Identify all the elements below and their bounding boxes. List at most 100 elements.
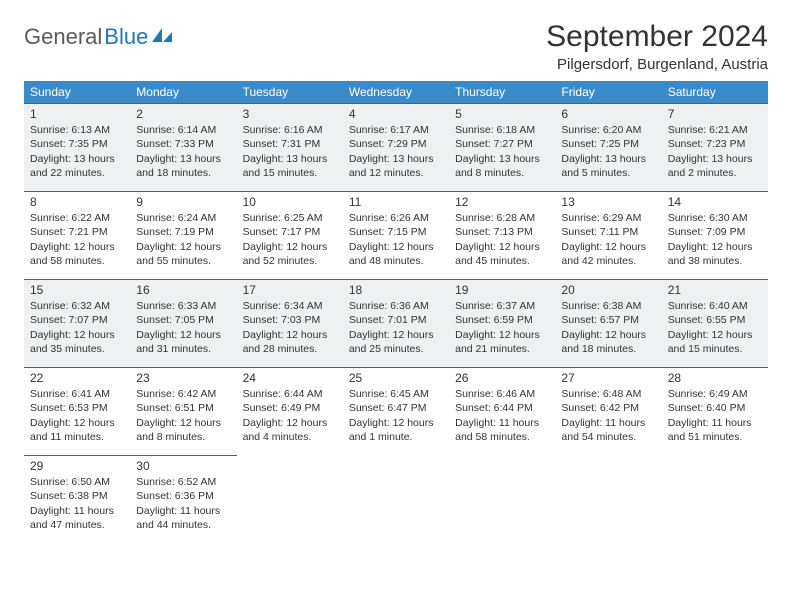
sunrise-text: Sunrise: 6:17 AM: [349, 123, 443, 137]
daylight-text-2: and 47 minutes.: [30, 518, 124, 532]
day-number: 13: [561, 194, 655, 210]
calendar-day-cell: 18Sunrise: 6:36 AMSunset: 7:01 PMDayligh…: [343, 280, 449, 368]
sunset-text: Sunset: 6:40 PM: [668, 401, 762, 415]
calendar-empty-cell: [449, 456, 555, 544]
calendar-day-cell: 26Sunrise: 6:46 AMSunset: 6:44 PMDayligh…: [449, 368, 555, 456]
sunrise-text: Sunrise: 6:41 AM: [30, 387, 124, 401]
sunset-text: Sunset: 6:55 PM: [668, 313, 762, 327]
sunset-text: Sunset: 7:09 PM: [668, 225, 762, 239]
sunset-text: Sunset: 6:57 PM: [561, 313, 655, 327]
sunrise-text: Sunrise: 6:48 AM: [561, 387, 655, 401]
sunrise-text: Sunrise: 6:30 AM: [668, 211, 762, 225]
daylight-text-2: and 4 minutes.: [243, 430, 337, 444]
header: GeneralBlue September 2024 Pilgersdorf, …: [24, 20, 768, 73]
sunset-text: Sunset: 7:31 PM: [243, 137, 337, 151]
calendar-day-cell: 11Sunrise: 6:26 AMSunset: 7:15 PMDayligh…: [343, 192, 449, 280]
daylight-text-2: and 58 minutes.: [455, 430, 549, 444]
calendar-day-cell: 4Sunrise: 6:17 AMSunset: 7:29 PMDaylight…: [343, 104, 449, 192]
weekday-header: Thursday: [449, 81, 555, 104]
sunrise-text: Sunrise: 6:52 AM: [136, 475, 230, 489]
daylight-text-2: and 55 minutes.: [136, 254, 230, 268]
sunset-text: Sunset: 7:27 PM: [455, 137, 549, 151]
daylight-text-1: Daylight: 12 hours: [455, 328, 549, 342]
sunrise-text: Sunrise: 6:49 AM: [668, 387, 762, 401]
daylight-text-2: and 18 minutes.: [561, 342, 655, 356]
daylight-text-1: Daylight: 12 hours: [349, 328, 443, 342]
calendar-week-row: 15Sunrise: 6:32 AMSunset: 7:07 PMDayligh…: [24, 280, 768, 368]
day-number: 18: [349, 282, 443, 298]
daylight-text-1: Daylight: 12 hours: [30, 328, 124, 342]
calendar-day-cell: 10Sunrise: 6:25 AMSunset: 7:17 PMDayligh…: [237, 192, 343, 280]
day-number: 9: [136, 194, 230, 210]
sunrise-text: Sunrise: 6:38 AM: [561, 299, 655, 313]
daylight-text-1: Daylight: 12 hours: [349, 240, 443, 254]
day-number: 20: [561, 282, 655, 298]
calendar-empty-cell: [555, 456, 661, 544]
logo-text-blue: Blue: [104, 24, 148, 50]
daylight-text-1: Daylight: 13 hours: [243, 152, 337, 166]
sunrise-text: Sunrise: 6:50 AM: [30, 475, 124, 489]
sunset-text: Sunset: 7:05 PM: [136, 313, 230, 327]
weekday-header-row: Sunday Monday Tuesday Wednesday Thursday…: [24, 81, 768, 104]
logo-sail-icon: [152, 26, 174, 49]
sunset-text: Sunset: 7:07 PM: [30, 313, 124, 327]
daylight-text-2: and 45 minutes.: [455, 254, 549, 268]
sunset-text: Sunset: 7:01 PM: [349, 313, 443, 327]
day-number: 2: [136, 106, 230, 122]
day-number: 8: [30, 194, 124, 210]
day-number: 14: [668, 194, 762, 210]
sunrise-text: Sunrise: 6:46 AM: [455, 387, 549, 401]
calendar-week-row: 29Sunrise: 6:50 AMSunset: 6:38 PMDayligh…: [24, 456, 768, 544]
sunrise-text: Sunrise: 6:21 AM: [668, 123, 762, 137]
daylight-text-1: Daylight: 11 hours: [561, 416, 655, 430]
calendar-day-cell: 8Sunrise: 6:22 AMSunset: 7:21 PMDaylight…: [24, 192, 130, 280]
daylight-text-1: Daylight: 12 hours: [243, 416, 337, 430]
daylight-text-2: and 35 minutes.: [30, 342, 124, 356]
logo-text-general: General: [24, 24, 102, 50]
sunrise-text: Sunrise: 6:32 AM: [30, 299, 124, 313]
daylight-text-2: and 8 minutes.: [136, 430, 230, 444]
sunrise-text: Sunrise: 6:13 AM: [30, 123, 124, 137]
weekday-header: Friday: [555, 81, 661, 104]
sunset-text: Sunset: 7:11 PM: [561, 225, 655, 239]
calendar-day-cell: 16Sunrise: 6:33 AMSunset: 7:05 PMDayligh…: [130, 280, 236, 368]
calendar-week-row: 1Sunrise: 6:13 AMSunset: 7:35 PMDaylight…: [24, 104, 768, 192]
calendar-day-cell: 12Sunrise: 6:28 AMSunset: 7:13 PMDayligh…: [449, 192, 555, 280]
calendar-day-cell: 15Sunrise: 6:32 AMSunset: 7:07 PMDayligh…: [24, 280, 130, 368]
day-number: 27: [561, 370, 655, 386]
daylight-text-1: Daylight: 12 hours: [455, 240, 549, 254]
calendar-day-cell: 19Sunrise: 6:37 AMSunset: 6:59 PMDayligh…: [449, 280, 555, 368]
calendar-day-cell: 30Sunrise: 6:52 AMSunset: 6:36 PMDayligh…: [130, 456, 236, 544]
sunrise-text: Sunrise: 6:28 AM: [455, 211, 549, 225]
sunset-text: Sunset: 7:15 PM: [349, 225, 443, 239]
sunrise-text: Sunrise: 6:33 AM: [136, 299, 230, 313]
sunset-text: Sunset: 6:59 PM: [455, 313, 549, 327]
calendar-empty-cell: [237, 456, 343, 544]
day-number: 22: [30, 370, 124, 386]
day-number: 24: [243, 370, 337, 386]
calendar-day-cell: 28Sunrise: 6:49 AMSunset: 6:40 PMDayligh…: [662, 368, 768, 456]
daylight-text-2: and 58 minutes.: [30, 254, 124, 268]
daylight-text-2: and 21 minutes.: [455, 342, 549, 356]
calendar-week-row: 22Sunrise: 6:41 AMSunset: 6:53 PMDayligh…: [24, 368, 768, 456]
calendar-empty-cell: [662, 456, 768, 544]
day-number: 30: [136, 458, 230, 474]
day-number: 19: [455, 282, 549, 298]
sunset-text: Sunset: 6:47 PM: [349, 401, 443, 415]
daylight-text-2: and 2 minutes.: [668, 166, 762, 180]
sunset-text: Sunset: 6:38 PM: [30, 489, 124, 503]
daylight-text-1: Daylight: 12 hours: [30, 416, 124, 430]
calendar-empty-cell: [343, 456, 449, 544]
sunrise-text: Sunrise: 6:36 AM: [349, 299, 443, 313]
sunrise-text: Sunrise: 6:24 AM: [136, 211, 230, 225]
calendar-table: Sunday Monday Tuesday Wednesday Thursday…: [24, 81, 768, 544]
sunset-text: Sunset: 7:19 PM: [136, 225, 230, 239]
sunrise-text: Sunrise: 6:18 AM: [455, 123, 549, 137]
daylight-text-1: Daylight: 12 hours: [243, 328, 337, 342]
daylight-text-1: Daylight: 11 hours: [136, 504, 230, 518]
calendar-day-cell: 24Sunrise: 6:44 AMSunset: 6:49 PMDayligh…: [237, 368, 343, 456]
calendar-day-cell: 25Sunrise: 6:45 AMSunset: 6:47 PMDayligh…: [343, 368, 449, 456]
calendar-day-cell: 7Sunrise: 6:21 AMSunset: 7:23 PMDaylight…: [662, 104, 768, 192]
calendar-day-cell: 6Sunrise: 6:20 AMSunset: 7:25 PMDaylight…: [555, 104, 661, 192]
calendar-day-cell: 3Sunrise: 6:16 AMSunset: 7:31 PMDaylight…: [237, 104, 343, 192]
